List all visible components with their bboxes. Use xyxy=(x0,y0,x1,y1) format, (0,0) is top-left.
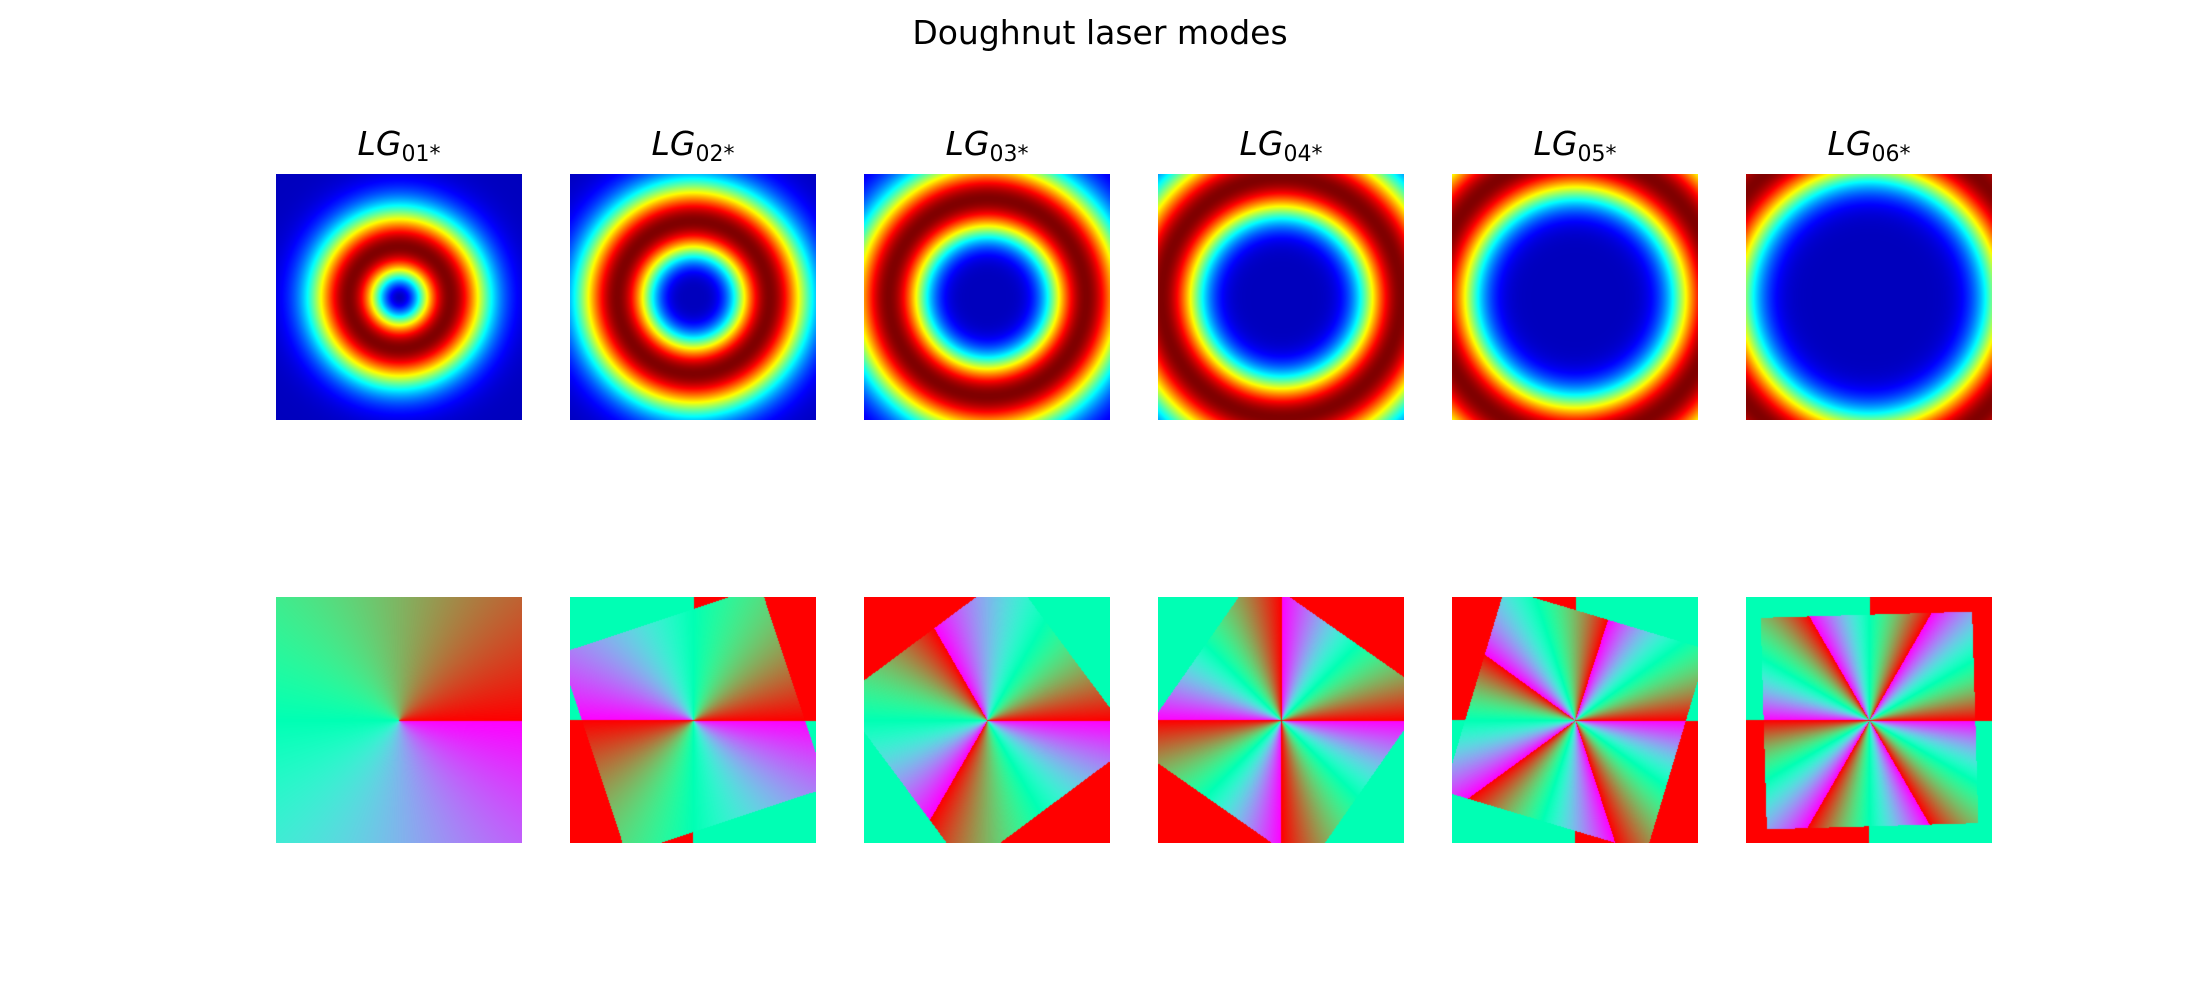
intensity-image xyxy=(570,174,816,420)
intensity-image xyxy=(276,174,522,420)
panel-title: LG02* xyxy=(570,124,816,167)
panel-title-sub: 04 xyxy=(1283,142,1311,167)
panel-title: LG05* xyxy=(1452,124,1698,167)
panel-title-sub: 05 xyxy=(1577,142,1605,167)
intensity-image xyxy=(864,174,1110,420)
panel-title-main: LG xyxy=(1534,124,1578,163)
panel-title-sub: 03 xyxy=(989,142,1017,167)
panel-title-star: * xyxy=(723,142,734,167)
phase-image xyxy=(1746,597,1992,843)
panel-title-star: * xyxy=(1605,142,1616,167)
panel-title-main: LG xyxy=(358,124,402,163)
panel-title-main: LG xyxy=(1828,124,1872,163)
phase-image xyxy=(276,597,522,843)
phase-image xyxy=(864,597,1110,843)
panel-title-main: LG xyxy=(946,124,990,163)
panel-title-star: * xyxy=(429,142,440,167)
panel-title-sub: 06 xyxy=(1871,142,1899,167)
panel-title: LG03* xyxy=(864,124,1110,167)
phase-image xyxy=(1452,597,1698,843)
panel-title-star: * xyxy=(1899,142,1910,167)
panel-title: LG04* xyxy=(1158,124,1404,167)
intensity-image xyxy=(1746,174,1992,420)
phase-image xyxy=(1158,597,1404,843)
panel-title-sub: 02 xyxy=(695,142,723,167)
panel-title-star: * xyxy=(1311,142,1322,167)
panel-title-main: LG xyxy=(652,124,696,163)
intensity-image xyxy=(1158,174,1404,420)
phase-image xyxy=(570,597,816,843)
intensity-image xyxy=(1452,174,1698,420)
panel-title-main: LG xyxy=(1240,124,1284,163)
panel-title-star: * xyxy=(1017,142,1028,167)
panel-title: LG01* xyxy=(276,124,522,167)
figure-title: Doughnut laser modes xyxy=(0,13,2200,52)
panel-title: LG06* xyxy=(1746,124,1992,167)
panel-title-sub: 01 xyxy=(401,142,429,167)
